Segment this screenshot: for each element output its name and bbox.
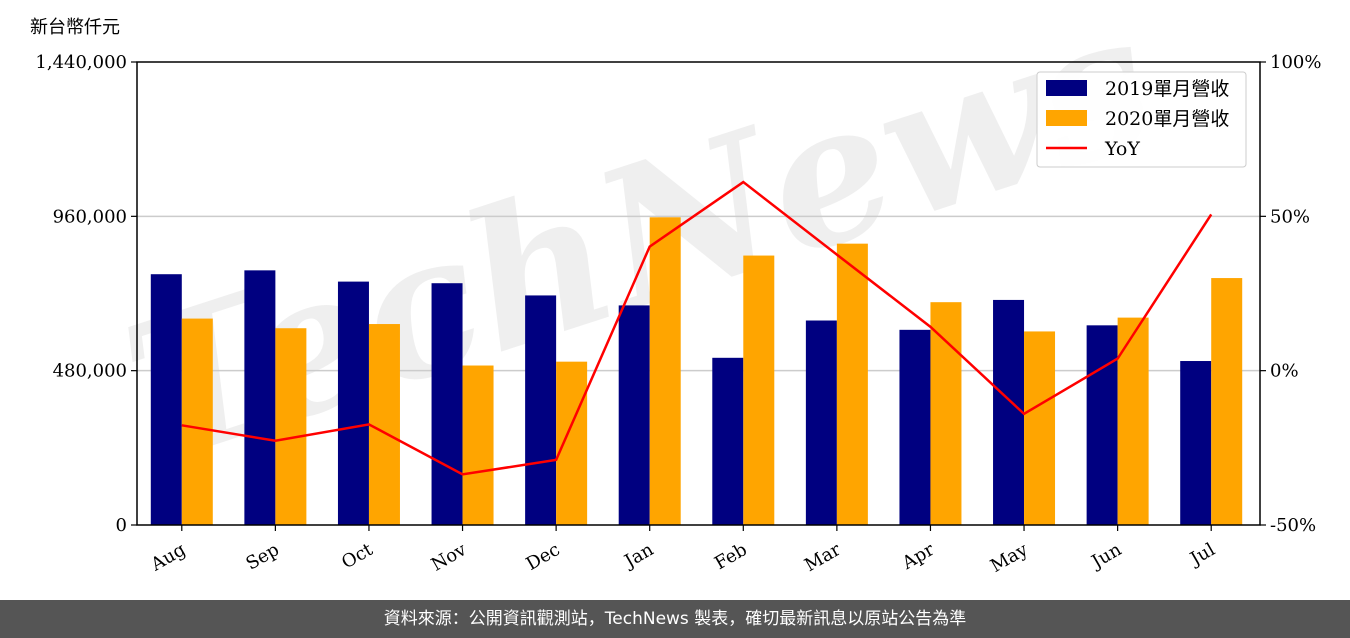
y-tick-label: 960,000	[53, 206, 127, 227]
y2-tick-label: 50%	[1270, 206, 1310, 227]
bar-2020-nov	[462, 365, 494, 525]
x-tick-label: Nov	[428, 539, 471, 576]
y-tick-label: 0	[116, 515, 127, 536]
x-tick-label: Mar	[801, 539, 845, 576]
yoy-line	[181, 180, 1213, 476]
bar-2020-jul	[1211, 278, 1243, 525]
x-tick-label: Sep	[242, 539, 282, 574]
legend-swatch	[1046, 110, 1087, 126]
legend-swatch	[1046, 80, 1087, 96]
legend-box	[1036, 71, 1247, 168]
bar-2020-sep	[275, 328, 307, 525]
legend: 2019單月營收 2020單月營收 YoY	[1036, 71, 1247, 168]
bar-2019-jul	[1180, 361, 1212, 525]
bar-2019-apr	[899, 329, 931, 525]
x-tick-label: Jan	[619, 539, 657, 573]
bars	[150, 217, 1243, 525]
bar-2019-nov	[431, 283, 463, 525]
chart: TechNews 0480,000960,0001,440,000-50%0%5…	[30, 0, 1321, 577]
bar-2020-jan	[649, 217, 681, 525]
bar-2019-jan	[618, 305, 650, 525]
bar-2019-may	[993, 299, 1025, 525]
bar-2020-dec	[556, 361, 588, 525]
x-tick-label: May	[987, 539, 1032, 577]
bar-2020-may	[1024, 331, 1056, 525]
bar-2019-dec	[525, 295, 557, 525]
bar-2020-mar	[836, 243, 868, 525]
bar-2020-oct	[368, 324, 400, 525]
plot-frame	[136, 61, 1261, 526]
legend-label: YoY	[1104, 138, 1140, 160]
bar-2019-feb	[712, 357, 744, 525]
x-tick-label: Jul	[1185, 539, 1219, 571]
y2-tick-label: -50%	[1270, 515, 1316, 536]
y-tick-label: 480,000	[53, 361, 127, 382]
axes	[136, 61, 1261, 526]
bar-2019-oct	[337, 281, 369, 525]
legend-label: 2020單月營收	[1105, 108, 1229, 130]
x-tick-label: Feb	[711, 539, 751, 574]
legend-label: 2019單月營收	[1105, 78, 1229, 100]
x-tick-label: Apr	[898, 539, 938, 574]
x-tick-label: Oct	[338, 539, 377, 574]
bar-2019-mar	[805, 320, 837, 525]
bar-2020-apr	[930, 302, 962, 525]
footer-source: 資料來源：公開資訊觀測站，TechNews 製表，確切最新訊息以原站公告為準	[0, 600, 1350, 638]
y2-tick-label: 100%	[1270, 52, 1321, 73]
y2-tick-label: 0%	[1270, 361, 1299, 382]
grid-lines	[137, 215, 1260, 372]
x-tick-label: Jun	[1087, 539, 1126, 574]
yoy-line-path	[181, 180, 1213, 476]
x-tick-label: Dec	[523, 539, 564, 575]
x-tick-label: Aug	[147, 539, 190, 576]
bar-2019-sep	[244, 270, 276, 525]
bar-2019-aug	[150, 274, 182, 525]
bar-2020-feb	[743, 255, 775, 525]
bar-2020-aug	[181, 318, 213, 525]
y-axis-label: 新台幣仟元	[30, 17, 120, 38]
y-tick-label: 1,440,000	[35, 52, 127, 73]
bar-2020-jun	[1117, 317, 1149, 525]
bar-2019-jun	[1086, 325, 1118, 525]
